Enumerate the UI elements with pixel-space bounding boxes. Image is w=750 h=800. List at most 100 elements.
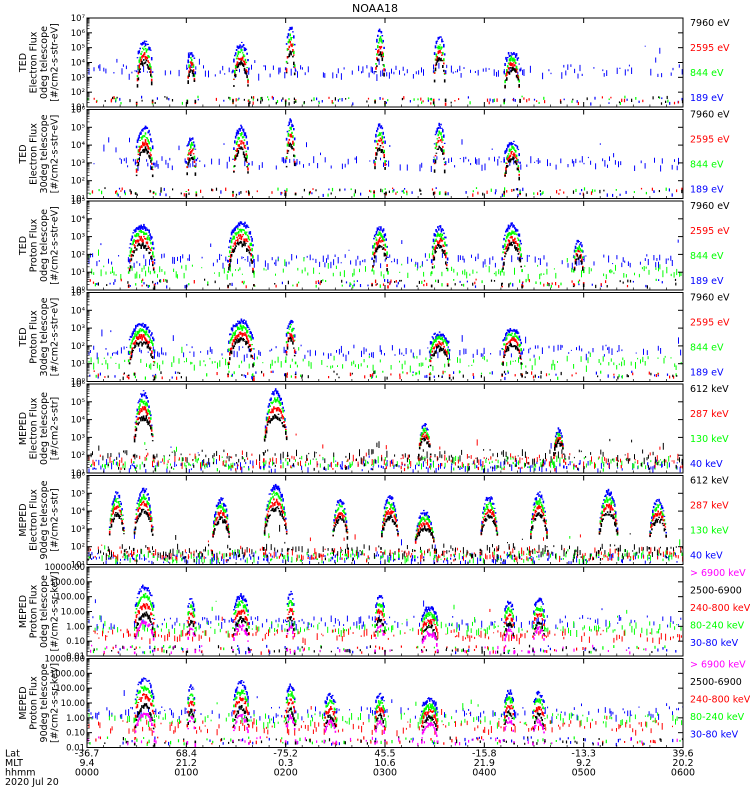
data-point — [284, 189, 286, 192]
data-point — [524, 376, 526, 379]
data-point — [491, 371, 493, 375]
data-point — [463, 283, 465, 287]
data-point — [442, 370, 444, 374]
data-point — [281, 281, 283, 285]
data-point — [575, 188, 577, 192]
data-point — [426, 374, 428, 378]
data-point — [148, 284, 150, 288]
data-point — [290, 465, 292, 469]
data-point — [528, 461, 530, 465]
data-point — [661, 281, 663, 284]
data-point — [473, 375, 475, 379]
y-tick-label: 10² — [71, 250, 85, 260]
data-point — [216, 372, 218, 376]
data-point — [327, 193, 329, 197]
data-point — [323, 466, 326, 471]
data-point — [412, 374, 414, 377]
data-point — [134, 468, 137, 471]
data-point — [385, 101, 387, 104]
data-point — [170, 466, 173, 469]
panel-3: 10⁰ 10¹ 10² 10³ 10⁴ 10⁵ TEDProton Flux0deg tel… — [18, 197, 730, 296]
panel-data-4 — [88, 318, 682, 381]
y-tick-label: 10¹ — [71, 103, 85, 113]
data-point — [256, 190, 258, 193]
data-point — [271, 191, 273, 194]
data-point — [240, 191, 242, 194]
data-point — [438, 374, 440, 378]
data-point — [658, 279, 660, 281]
data-point — [494, 465, 496, 470]
data-point — [96, 283, 98, 285]
data-point — [388, 190, 390, 193]
series-blue-points — [88, 221, 679, 289]
data-point — [619, 102, 621, 106]
data-point — [272, 96, 274, 100]
data-point — [229, 97, 231, 101]
data-point — [353, 280, 355, 283]
data-point — [590, 191, 593, 195]
data-point — [322, 193, 324, 197]
data-point — [154, 102, 156, 104]
data-point — [541, 464, 543, 468]
data-point — [160, 371, 162, 375]
data-point — [300, 374, 302, 377]
data-point — [311, 99, 313, 102]
data-point — [623, 98, 626, 103]
data-point — [540, 375, 542, 379]
data-point — [674, 278, 677, 281]
data-point — [617, 376, 619, 380]
data-point — [345, 466, 347, 470]
data-point — [632, 372, 634, 376]
data-point — [583, 187, 586, 191]
data-point — [344, 188, 346, 191]
data-point — [254, 285, 256, 287]
data-point — [627, 375, 629, 378]
data-point — [319, 282, 321, 286]
data-point — [325, 280, 327, 282]
data-point — [540, 370, 542, 375]
data-point — [156, 97, 158, 100]
data-point — [113, 282, 115, 285]
data-point — [313, 97, 315, 101]
data-point — [525, 370, 527, 375]
series-green-points — [87, 33, 669, 106]
data-point — [124, 190, 126, 194]
data-point — [441, 463, 443, 467]
series-green-points — [89, 126, 667, 198]
data-point — [331, 100, 333, 104]
data-point — [514, 374, 516, 377]
data-point — [503, 370, 506, 374]
data-point — [349, 284, 351, 287]
data-point — [659, 96, 661, 99]
y-tick-label: 10² — [71, 451, 85, 461]
data-point — [114, 279, 116, 283]
data-point — [518, 467, 520, 470]
data-point — [629, 279, 632, 283]
series-blue-points — [88, 318, 682, 381]
data-point — [173, 468, 175, 470]
y-axis-label-line: TED — [18, 53, 29, 73]
data-point — [215, 97, 217, 101]
data-point — [134, 372, 136, 376]
data-point — [141, 95, 143, 99]
data-point — [451, 463, 453, 466]
data-point — [245, 190, 247, 193]
y-axis-label: TEDProton Flux30deg telescope[#/cm2-s-st… — [18, 297, 61, 376]
data-point — [235, 193, 238, 196]
data-point — [509, 282, 512, 285]
data-point — [114, 375, 116, 378]
data-point — [507, 461, 509, 465]
data-point — [399, 373, 401, 377]
data-point — [154, 282, 156, 285]
data-point — [263, 468, 265, 471]
data-point — [180, 192, 182, 195]
data-point — [492, 466, 494, 469]
data-point — [238, 97, 240, 100]
data-point — [281, 99, 283, 102]
data-point — [163, 187, 165, 191]
data-point — [512, 283, 514, 287]
data-point — [406, 372, 408, 375]
data-point — [610, 96, 612, 99]
data-point — [223, 99, 225, 102]
